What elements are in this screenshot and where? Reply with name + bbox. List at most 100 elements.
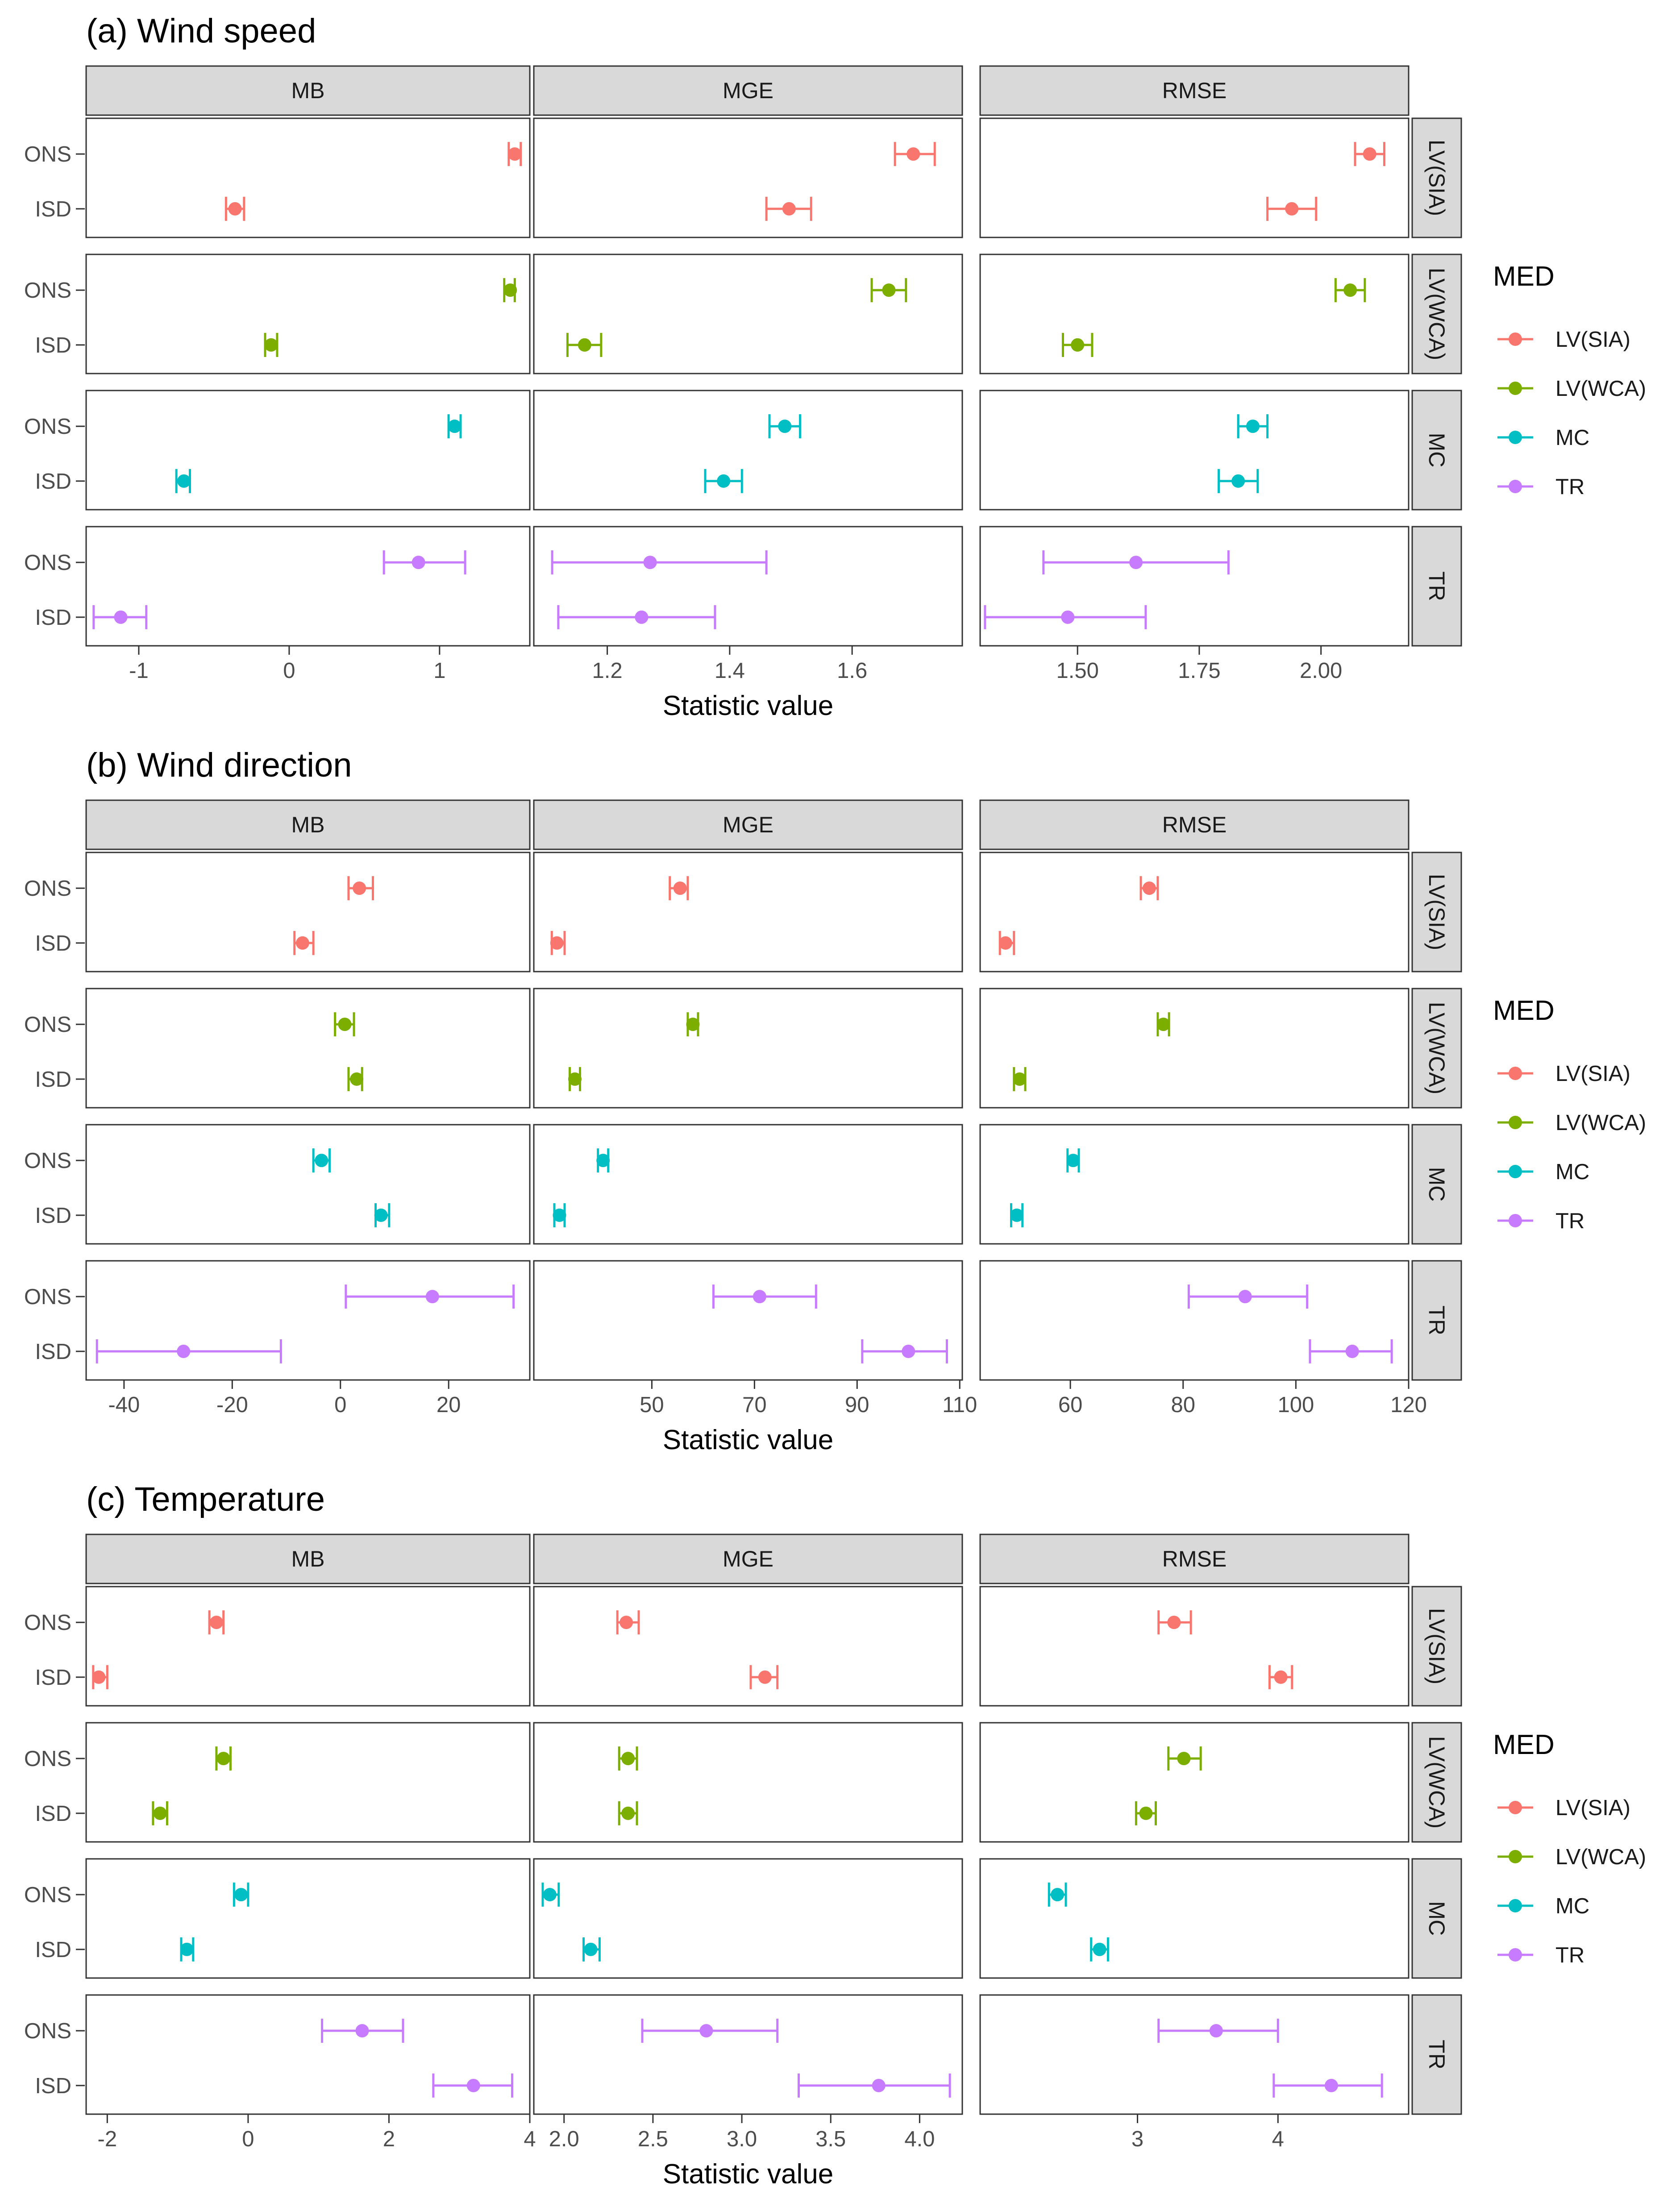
point-estimate [412,556,425,569]
facet-strip-label: LV(SIA) [1424,140,1449,216]
facet-panel-lv-wca-mb [85,254,531,374]
point-estimate [717,474,731,488]
error-bar-tr-mge-isd [798,2073,951,2098]
point-estimate [1285,202,1299,216]
point-estimate [1139,1806,1153,1820]
y-tick-label: ONS [24,1285,71,1309]
point-estimate [1129,556,1143,569]
facet-strip-label: MC [1424,433,1449,468]
error-bar-lv-wca-rmse-ons [1156,1012,1170,1037]
point-estimate [998,936,1012,950]
legend-key-point [1509,1116,1522,1129]
legend-label: TR [1555,1209,1584,1233]
point-estimate [621,1806,635,1820]
facet-panel-tr-mge [533,1260,963,1381]
y-tick-label: ISD [35,1802,71,1826]
x-tick-label: 0 [334,1393,346,1417]
facet-panel-mc-rmse [979,1858,1410,1979]
point-estimate [553,1208,566,1222]
facet-panel-lv-wca-mb [85,988,531,1109]
error-bar-lv-wca-rmse-ons [1334,278,1366,303]
facet-strip-lv-sia [1411,852,1462,973]
point-estimate [1209,2024,1223,2038]
facet-strip-lv-sia [1411,1586,1462,1707]
facet-panel-mc-mb [85,1124,531,1245]
y-tick-label: ONS [24,1747,71,1771]
x-tick-label: 4 [524,2127,536,2151]
facet-strip-label: TR [1424,1305,1449,1335]
error-bar-lv-wca-rmse-isd [1135,1801,1157,1825]
facet-strip-label: TR [1424,2040,1449,2070]
x-tick-label: 80 [1171,1393,1195,1417]
point-estimate [228,202,242,216]
facet-panel-lv-sia-mge [533,852,963,973]
point-estimate [621,1752,635,1766]
error-bar-lv-wca-rmse-ons [1167,1746,1202,1771]
facet-strip-mc [1411,1124,1462,1245]
error-bar-lv-wca-mb-isd [152,1801,168,1825]
x-tick-label: -1 [129,659,149,683]
legend-key-point [1509,382,1522,395]
point-estimate [508,147,522,161]
error-bar-tr-mb-isd [92,605,148,629]
point-estimate [1093,1942,1106,1956]
point-estimate [620,1616,633,1629]
error-bar-tr-mb-isd [432,2073,514,2098]
facet-strip-label: RMSE [1162,1546,1227,1571]
facet-strip-tr [1411,1260,1462,1381]
facet-panel-lv-sia-mge [533,117,963,238]
legend-label: TR [1555,1943,1584,1967]
y-tick-label: ISD [35,1204,71,1228]
error-bar-tr-rmse-ons [1187,1284,1309,1309]
point-estimate [153,1806,167,1820]
legend-item-mc: MC [1497,1894,1589,1918]
legend-label: MC [1555,1894,1589,1918]
point-estimate [1066,1154,1080,1168]
x-tick-label: -20 [216,1393,248,1417]
y-tick-label: ONS [24,551,71,575]
error-bar-lv-sia-rmse-isd [1266,196,1318,221]
facet-panel-lv-wca-rmse [979,988,1410,1109]
point-estimate [295,936,309,950]
facet-strip-mge [533,65,963,116]
point-estimate [1231,474,1245,488]
y-tick-label: ISD [35,606,71,630]
legend-key-point [1509,1165,1522,1178]
error-bar-mc-mge-ons [768,414,802,439]
error-bar-lv-wca-mb-ons [503,278,517,303]
point-estimate [568,1072,582,1086]
x-tick-label: 90 [845,1393,869,1417]
facet-strip-lv-wca [1411,254,1462,374]
point-estimate [92,1670,106,1684]
x-tick-label: 3.0 [727,2127,757,2151]
legend-item-lv-wca: LV(WCA) [1497,1845,1646,1869]
y-tick-label: ISD [35,197,71,221]
point-estimate [1010,1208,1024,1222]
y-tick-label: ISD [35,931,71,956]
error-bar-tr-mb-ons [383,550,466,575]
legend-item-lv-wca: LV(WCA) [1497,377,1646,401]
y-tick-label: ISD [35,470,71,494]
error-bar-lv-sia-mb-isd [92,1665,108,1689]
point-estimate [753,1290,766,1304]
x-tick-label: 1.50 [1056,659,1098,683]
point-estimate [466,2078,480,2092]
error-bar-lv-wca-mge-isd [618,1801,638,1825]
error-bar-lv-sia-mge-ons [894,142,936,166]
error-bar-lv-wca-rmse-isd [1013,1067,1027,1091]
facet-panel-tr-rmse [979,1260,1410,1381]
facet-strip-label: MB [291,812,325,837]
x-axis-title: Statistic value [663,2159,834,2190]
facet-strip-label: TR [1424,571,1449,601]
facet-panel-tr-mb [85,1994,531,2115]
facet-panel-lv-wca-rmse [979,1722,1410,1843]
facet-strip-label: RMSE [1162,812,1227,837]
facet-panel-lv-sia-rmse [979,1586,1410,1707]
error-bar-tr-rmse-isd [1309,1339,1393,1363]
facet-strip-rmse [979,799,1410,850]
facet-strip-label: LV(WCA) [1424,268,1449,360]
legend-key-point [1509,1899,1522,1912]
point-estimate [355,2024,369,2038]
point-estimate [1051,1888,1065,1902]
